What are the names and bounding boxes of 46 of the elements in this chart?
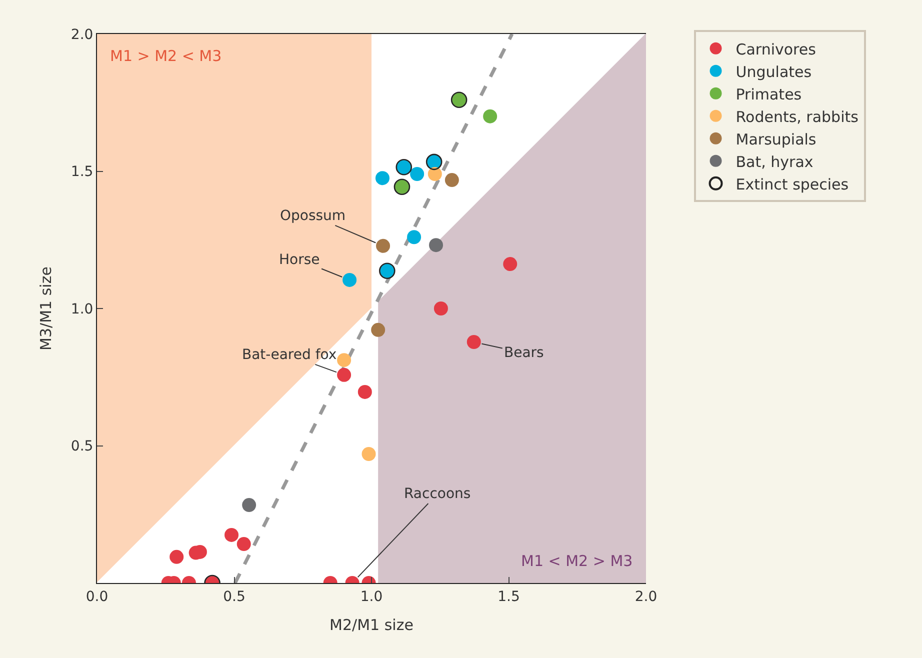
- legend-label: Primates: [736, 85, 802, 104]
- x-tick-label: 1.5: [498, 588, 520, 605]
- point: [224, 528, 239, 542]
- x-tick-label: 2.0: [634, 588, 658, 605]
- point: [444, 173, 459, 188]
- x-axis-title: M2/M1 size: [330, 616, 414, 634]
- legend-label: Ungulates: [736, 62, 812, 81]
- annotation: Opossum: [280, 208, 346, 224]
- point: [337, 368, 352, 382]
- point: [428, 167, 442, 181]
- point: [170, 550, 184, 564]
- annotation: Bat-eared fox: [242, 347, 337, 363]
- point: [434, 302, 448, 316]
- point: [483, 109, 498, 124]
- point: [503, 257, 518, 272]
- legend-label: Rodents, rabbits: [736, 108, 859, 126]
- point: [362, 446, 376, 461]
- y-tick-label: 2.0: [70, 26, 94, 43]
- annotation: Raccoons: [404, 486, 471, 502]
- point: [375, 171, 390, 186]
- point: [376, 238, 390, 253]
- point: [342, 272, 357, 287]
- x-tick-label: 0.5: [223, 588, 246, 605]
- y-tick-label: 1.5: [70, 164, 94, 180]
- annotation: Bears: [504, 345, 544, 361]
- annotation: M1 > M2 < M3: [110, 47, 222, 65]
- point: [371, 322, 386, 337]
- legend-label: Carnivores: [736, 40, 816, 58]
- y-tick-label: 1.0: [70, 301, 94, 318]
- legend-label: Marsupials: [736, 130, 816, 148]
- x-tick-label: 0.0: [86, 588, 108, 605]
- point: [466, 334, 481, 349]
- point: [337, 353, 352, 368]
- annotation: Horse: [279, 252, 320, 268]
- point: [407, 230, 422, 244]
- y-axis-title: M3/M1 size: [37, 266, 56, 350]
- annotation: M1 < M2 > M3: [521, 552, 633, 570]
- y-tick-label: 0.5: [70, 438, 94, 455]
- point: [410, 167, 424, 181]
- point: [236, 537, 251, 552]
- legend-label: Bat, hyrax: [736, 152, 814, 171]
- point: [358, 384, 372, 399]
- point: [429, 238, 444, 252]
- legend-label: Extinct species: [736, 175, 849, 194]
- point: [242, 498, 256, 512]
- x-tick-label: 1.0: [360, 588, 383, 605]
